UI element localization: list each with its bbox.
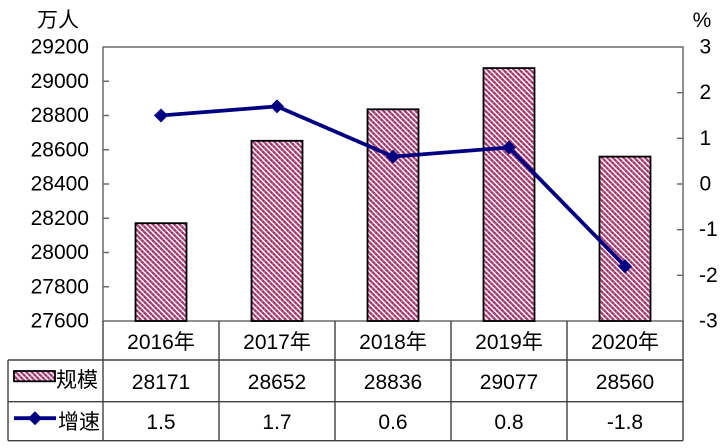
svg-text:2019年: 2019年 [475,331,543,354]
svg-text:28560: 28560 [596,371,654,394]
svg-text:27600: 27600 [31,310,89,333]
svg-text:3: 3 [700,36,712,59]
svg-text:万人: 万人 [37,9,79,32]
svg-text:0.8: 0.8 [494,411,523,434]
svg-text:2: 2 [700,81,712,104]
svg-text:增速: 增速 [58,411,100,434]
svg-text:28171: 28171 [132,371,190,394]
svg-text:29200: 29200 [31,36,89,59]
svg-text:%: % [693,9,712,32]
svg-text:28600: 28600 [31,138,89,161]
svg-text:28800: 28800 [31,104,89,127]
svg-text:规模: 规模 [56,369,98,392]
svg-text:1: 1 [700,127,712,150]
svg-text:28200: 28200 [31,207,89,230]
svg-text:-1: -1 [699,218,718,241]
svg-text:-2: -2 [699,264,718,287]
svg-text:29077: 29077 [480,371,538,394]
svg-text:0.6: 0.6 [378,411,407,434]
svg-text:28652: 28652 [248,371,306,394]
svg-text:28400: 28400 [31,173,89,196]
svg-text:-1.8: -1.8 [607,411,643,434]
svg-text:27800: 27800 [31,275,89,298]
svg-text:1.5: 1.5 [146,411,175,434]
svg-text:2017年: 2017年 [243,331,311,354]
svg-text:2018年: 2018年 [359,331,427,354]
svg-text:28836: 28836 [364,371,422,394]
svg-text:28000: 28000 [31,241,89,264]
svg-text:2020年: 2020年 [591,331,659,354]
svg-text:2016年: 2016年 [127,331,195,354]
svg-text:1.7: 1.7 [262,411,291,434]
svg-text:0: 0 [700,173,712,196]
svg-text:-3: -3 [699,310,718,333]
svg-text:29000: 29000 [31,70,89,93]
